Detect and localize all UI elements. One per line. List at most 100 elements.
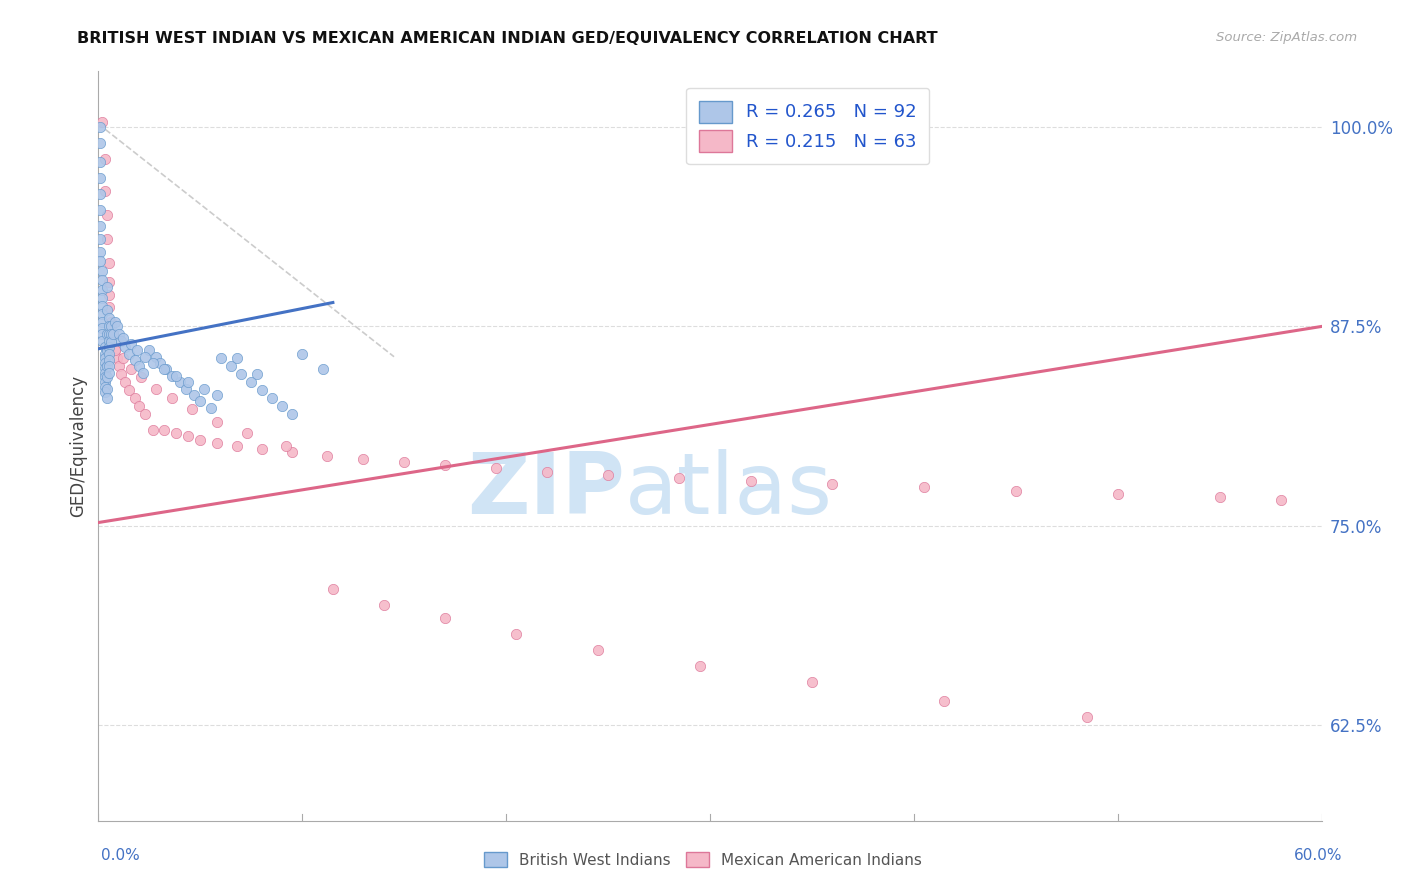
Point bbox=[1004, 483, 1026, 498]
Point bbox=[93, 384, 115, 399]
Point bbox=[93, 351, 115, 366]
Point bbox=[101, 327, 124, 342]
Legend: British West Indians, Mexican American Indians: British West Indians, Mexican American I… bbox=[478, 846, 928, 873]
Point bbox=[821, 477, 844, 491]
Point bbox=[93, 370, 115, 384]
Point bbox=[114, 376, 136, 390]
Point bbox=[188, 433, 212, 447]
Point bbox=[128, 359, 150, 374]
Point bbox=[120, 362, 142, 376]
Point bbox=[96, 359, 118, 374]
Point bbox=[93, 346, 115, 360]
Point bbox=[97, 340, 120, 354]
Point bbox=[315, 449, 337, 463]
Point bbox=[93, 356, 115, 370]
Point bbox=[912, 480, 935, 494]
Point bbox=[1076, 710, 1098, 724]
Point bbox=[108, 359, 131, 374]
Point bbox=[152, 362, 174, 376]
Point bbox=[129, 370, 152, 384]
Point bbox=[97, 275, 120, 289]
Point bbox=[160, 368, 183, 383]
Point bbox=[89, 219, 111, 233]
Point bbox=[226, 439, 249, 453]
Point bbox=[110, 368, 132, 382]
Point bbox=[97, 287, 120, 301]
Point bbox=[100, 319, 122, 334]
Point bbox=[200, 401, 222, 415]
Point bbox=[177, 376, 200, 390]
Point bbox=[100, 327, 122, 342]
Point bbox=[124, 352, 146, 367]
Point bbox=[145, 350, 167, 364]
Point bbox=[174, 382, 197, 396]
Point bbox=[93, 376, 115, 390]
Point bbox=[91, 283, 114, 297]
Point bbox=[91, 307, 114, 321]
Legend: R = 0.265   N = 92, R = 0.215   N = 63: R = 0.265 N = 92, R = 0.215 N = 63 bbox=[686, 88, 929, 164]
Text: atlas: atlas bbox=[624, 450, 832, 533]
Point bbox=[101, 327, 124, 342]
Point bbox=[104, 343, 127, 358]
Point bbox=[91, 263, 114, 277]
Point bbox=[108, 327, 131, 342]
Point bbox=[97, 301, 120, 315]
Point bbox=[598, 467, 620, 482]
Point bbox=[193, 382, 215, 396]
Point bbox=[226, 351, 249, 366]
Point bbox=[250, 442, 273, 457]
Point bbox=[114, 340, 136, 354]
Point bbox=[89, 254, 111, 268]
Point bbox=[1107, 487, 1129, 501]
Point bbox=[205, 415, 228, 429]
Point bbox=[205, 435, 228, 450]
Point bbox=[91, 321, 114, 335]
Point bbox=[240, 376, 263, 390]
Point bbox=[118, 383, 141, 397]
Point bbox=[392, 455, 416, 469]
Point bbox=[97, 346, 120, 360]
Point bbox=[219, 359, 242, 374]
Point bbox=[181, 402, 204, 417]
Point bbox=[120, 337, 142, 351]
Point bbox=[89, 120, 111, 135]
Point bbox=[536, 465, 558, 479]
Point bbox=[291, 346, 314, 360]
Point bbox=[105, 319, 128, 334]
Point bbox=[97, 327, 120, 342]
Point bbox=[138, 343, 160, 358]
Y-axis label: GED/Equivalency: GED/Equivalency bbox=[69, 375, 87, 517]
Point bbox=[209, 351, 232, 366]
Point bbox=[1270, 493, 1292, 508]
Point bbox=[934, 694, 956, 708]
Point bbox=[668, 471, 690, 485]
Point bbox=[100, 315, 122, 329]
Point bbox=[505, 627, 527, 641]
Point bbox=[96, 327, 118, 342]
Point bbox=[1209, 490, 1232, 504]
Point bbox=[322, 582, 344, 597]
Point bbox=[274, 439, 297, 453]
Point bbox=[97, 366, 120, 380]
Point bbox=[91, 291, 114, 305]
Point bbox=[132, 366, 155, 380]
Point bbox=[142, 356, 165, 370]
Point bbox=[105, 351, 128, 366]
Point bbox=[91, 315, 114, 329]
Point bbox=[205, 388, 228, 402]
Point bbox=[169, 376, 191, 390]
Point bbox=[96, 382, 118, 396]
Text: 0.0%: 0.0% bbox=[101, 848, 141, 863]
Point bbox=[155, 362, 177, 376]
Point bbox=[97, 352, 120, 367]
Point bbox=[124, 391, 146, 405]
Point bbox=[97, 359, 120, 374]
Point bbox=[96, 343, 118, 358]
Point bbox=[801, 675, 824, 690]
Point bbox=[281, 445, 304, 459]
Point bbox=[89, 244, 111, 259]
Point bbox=[165, 368, 187, 383]
Point bbox=[281, 407, 304, 421]
Point bbox=[270, 399, 294, 413]
Point bbox=[93, 360, 115, 375]
